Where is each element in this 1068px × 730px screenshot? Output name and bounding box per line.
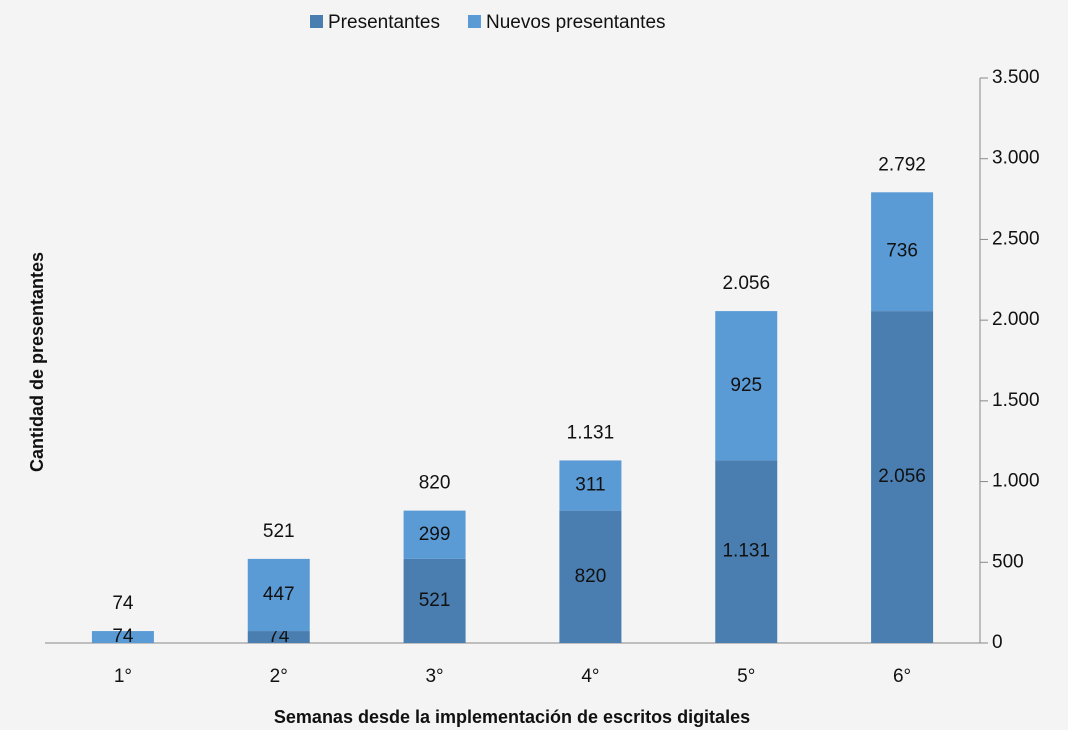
y-tick-label: 500 bbox=[992, 551, 1024, 572]
y-axis-title: Cantidad de presentantes bbox=[27, 252, 47, 472]
legend-swatch bbox=[310, 15, 323, 28]
x-tick-label: 3° bbox=[425, 666, 443, 687]
bar-segment bbox=[403, 558, 466, 643]
total-label: 2.792 bbox=[878, 154, 926, 175]
value-label: 2.056 bbox=[878, 466, 926, 487]
bar-segment bbox=[247, 631, 310, 643]
value-label: 74 bbox=[268, 626, 290, 647]
value-label: 311 bbox=[575, 475, 605, 496]
y-tick-label: 3.500 bbox=[992, 67, 1040, 88]
bar-segment bbox=[871, 311, 934, 643]
bar-segment bbox=[559, 460, 622, 511]
total-label: 2.056 bbox=[722, 273, 770, 294]
bar-segment bbox=[871, 192, 934, 312]
x-tick-label: 4° bbox=[581, 666, 599, 687]
value-label: 299 bbox=[419, 524, 451, 545]
value-label: 74 bbox=[112, 626, 134, 647]
y-tick-label: 0 bbox=[992, 632, 1003, 653]
bar-segment bbox=[715, 460, 778, 643]
total-label: 74 bbox=[112, 593, 134, 614]
y-tick-label: 2.500 bbox=[992, 228, 1040, 249]
legend-label: Nuevos presentantes bbox=[486, 12, 666, 33]
value-label: 447 bbox=[263, 584, 295, 605]
total-label: 521 bbox=[263, 521, 295, 542]
value-label: 925 bbox=[730, 375, 762, 396]
x-tick-label: 6° bbox=[893, 666, 911, 687]
y-tick-label: 3.000 bbox=[992, 148, 1040, 169]
x-axis-title: Semanas desde la implementación de escri… bbox=[274, 707, 750, 727]
x-tick-label: 2° bbox=[270, 666, 288, 687]
value-label: 1.131 bbox=[722, 541, 770, 562]
bar-segment bbox=[91, 631, 154, 643]
legend-label: Presentantes bbox=[328, 12, 440, 33]
y-tick-label: 1.000 bbox=[992, 471, 1040, 492]
bar-segment bbox=[247, 558, 310, 632]
legend-swatch bbox=[467, 15, 481, 28]
total-label: 820 bbox=[419, 473, 451, 494]
value-label: 521 bbox=[419, 590, 451, 611]
value-label: 736 bbox=[886, 241, 918, 262]
y-tick-label: 1.500 bbox=[992, 390, 1040, 411]
bar-segment bbox=[403, 510, 466, 559]
bar-segment bbox=[715, 311, 778, 461]
x-tick-label: 1° bbox=[114, 666, 132, 687]
x-tick-label: 5° bbox=[737, 666, 755, 687]
total-label: 1.131 bbox=[567, 422, 615, 443]
y-tick-label: 2.000 bbox=[992, 309, 1040, 330]
bar-segment bbox=[559, 510, 622, 643]
value-label: 820 bbox=[575, 566, 607, 587]
